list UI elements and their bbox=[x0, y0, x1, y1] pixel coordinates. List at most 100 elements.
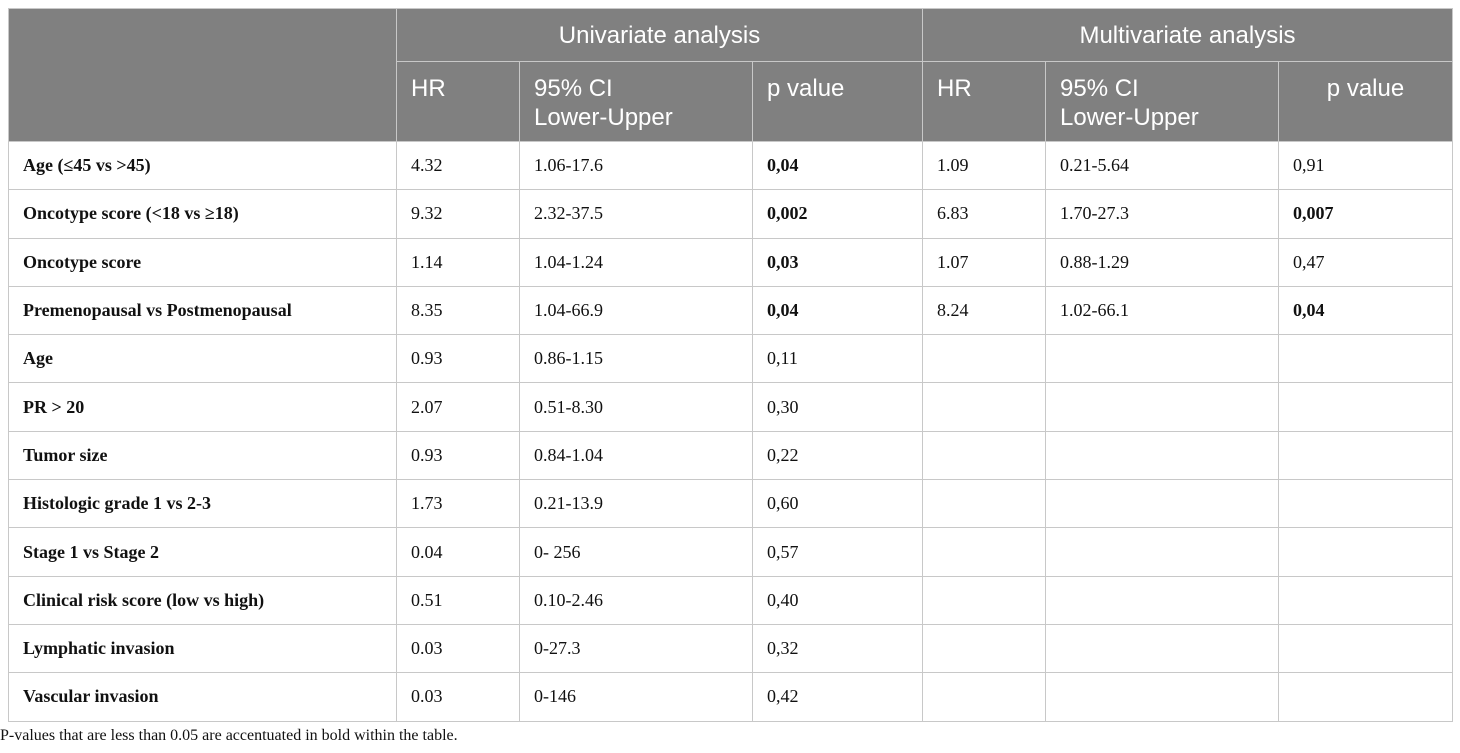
table-cell: 0.21-13.9 bbox=[519, 479, 753, 529]
table-row: PR > 20 2.07 0.51-8.30 0,30 bbox=[8, 382, 1453, 432]
table-row: Age (≤45 vs >45) 4.32 1.06-17.6 0,04 1.09 0.2… bbox=[8, 140, 1453, 191]
table-cell: 6.83 bbox=[922, 189, 1046, 239]
table-row: Lymphatic invasion 0.03 0-27.3 0,32 bbox=[8, 623, 1453, 674]
table-cell: 1.06-17.6 bbox=[519, 140, 753, 191]
table-cell: 0,60 bbox=[752, 479, 923, 529]
table-cell: 1.04-66.9 bbox=[519, 285, 753, 336]
column-header: HR bbox=[396, 61, 520, 142]
group-header: Univariate analysis bbox=[396, 8, 923, 62]
table-cell: 0,04 bbox=[752, 140, 923, 191]
empty-cell bbox=[922, 623, 1046, 674]
empty-cell bbox=[1045, 527, 1279, 577]
results-table: Univariate analysis Multivariate analysis… bbox=[8, 8, 1453, 722]
empty-cell bbox=[1278, 334, 1453, 384]
table-cell: 2.32-37.5 bbox=[519, 189, 753, 239]
table-cell: 0,007 bbox=[1278, 189, 1453, 239]
table-cell: 0.93 bbox=[396, 334, 520, 384]
empty-cell bbox=[922, 430, 1046, 481]
table-cell: 0,42 bbox=[752, 672, 923, 722]
empty-cell bbox=[1045, 672, 1279, 722]
table-row: Oncotype score (<18 vs ≥18) 9.32 2.32-37.5… bbox=[8, 189, 1453, 239]
table-cell: 1.09 bbox=[922, 140, 1046, 191]
table-cell: 1.04-1.24 bbox=[519, 237, 753, 287]
table-row: Histologic grade 1 vs 2-3 1.73 0.21-13.9 0,… bbox=[8, 479, 1453, 529]
table-cell: 0.03 bbox=[396, 672, 520, 722]
table-cell: 4.32 bbox=[396, 140, 520, 191]
table-cell: 0,40 bbox=[752, 575, 923, 625]
footnote: P-values that are less than 0.05 are acc… bbox=[0, 727, 458, 744]
table-cell: 0.88-1.29 bbox=[1045, 237, 1279, 287]
row-label: Age (≤45 vs >45) bbox=[8, 140, 397, 191]
table-row: Stage 1 vs Stage 2 0.04 0- 256 0,57 bbox=[8, 527, 1453, 577]
table-cell: 0.93 bbox=[396, 430, 520, 481]
column-header: p value bbox=[1278, 61, 1453, 142]
table-cell: 0.51 bbox=[396, 575, 520, 625]
column-header: p value bbox=[752, 61, 923, 142]
row-label: Histologic grade 1 vs 2-3 bbox=[8, 479, 397, 529]
table-cell: 0.03 bbox=[396, 623, 520, 674]
empty-cell bbox=[922, 382, 1046, 432]
table-cell: 0.86-1.15 bbox=[519, 334, 753, 384]
column-header: 95% CI Lower-Upper bbox=[519, 61, 753, 142]
empty-cell bbox=[922, 672, 1046, 722]
row-label: Clinical risk score (low vs high) bbox=[8, 575, 397, 625]
table-cell: 1.02-66.1 bbox=[1045, 285, 1279, 336]
table-cell: 0,57 bbox=[752, 527, 923, 577]
table-cell: 8.24 bbox=[922, 285, 1046, 336]
table-cell: 0,11 bbox=[752, 334, 923, 384]
table-cell: 0,32 bbox=[752, 623, 923, 674]
table-cell: 0.84-1.04 bbox=[519, 430, 753, 481]
table-cell: 0-27.3 bbox=[519, 623, 753, 674]
row-label: Stage 1 vs Stage 2 bbox=[8, 527, 397, 577]
row-label: Premenopausal vs Postmenopausal bbox=[8, 285, 397, 336]
empty-cell bbox=[1278, 672, 1453, 722]
table-cell: 9.32 bbox=[396, 189, 520, 239]
column-header: HR bbox=[922, 61, 1046, 142]
empty-cell bbox=[1045, 334, 1279, 384]
table-cell: 1.07 bbox=[922, 237, 1046, 287]
empty-cell bbox=[1045, 623, 1279, 674]
column-header: 95% CI Lower-Upper bbox=[1045, 61, 1279, 142]
table-row: Vascular invasion 0.03 0-146 0,42 bbox=[8, 672, 1453, 722]
table-cell: 0-146 bbox=[519, 672, 753, 722]
row-label: Tumor size bbox=[8, 430, 397, 481]
empty-cell bbox=[1278, 382, 1453, 432]
empty-cell bbox=[1045, 382, 1279, 432]
row-label: Oncotype score bbox=[8, 237, 397, 287]
empty-cell bbox=[922, 334, 1046, 384]
empty-cell bbox=[1278, 575, 1453, 625]
row-label: Age bbox=[8, 334, 397, 384]
table-cell: 1.73 bbox=[396, 479, 520, 529]
table-row: Clinical risk score (low vs high) 0.51 0.1… bbox=[8, 575, 1453, 625]
table-header: Univariate analysis Multivariate analysis… bbox=[8, 8, 1453, 142]
empty-cell bbox=[1278, 527, 1453, 577]
table-row: Tumor size 0.93 0.84-1.04 0,22 bbox=[8, 430, 1453, 481]
table-cell: 2.07 bbox=[396, 382, 520, 432]
table-cell: 0,91 bbox=[1278, 140, 1453, 191]
table-cell: 0.04 bbox=[396, 527, 520, 577]
empty-cell bbox=[1045, 575, 1279, 625]
table-cell: 0,47 bbox=[1278, 237, 1453, 287]
table-cell: 0.51-8.30 bbox=[519, 382, 753, 432]
table-cell: 0- 256 bbox=[519, 527, 753, 577]
table-cell: 0,03 bbox=[752, 237, 923, 287]
empty-cell bbox=[922, 479, 1046, 529]
empty-cell bbox=[922, 527, 1046, 577]
corner-cell bbox=[8, 8, 397, 142]
table-row: Oncotype score 1.14 1.04-1.24 0,03 1.07 0.88-… bbox=[8, 237, 1453, 287]
sub-header-row: HR 95% CI Lower-Upper p value HR 95% CI Lowe… bbox=[9, 61, 1453, 142]
group-header-row: Univariate analysis Multivariate analysis bbox=[8, 8, 1453, 142]
empty-cell bbox=[1045, 479, 1279, 529]
empty-cell bbox=[1278, 479, 1453, 529]
group-header: Multivariate analysis bbox=[922, 8, 1453, 62]
table-cell: 0,002 bbox=[752, 189, 923, 239]
empty-cell bbox=[1045, 430, 1279, 481]
table-row: Premenopausal vs Postmenopausal 8.35 1.04-… bbox=[8, 285, 1453, 336]
table-cell: 1.70-27.3 bbox=[1045, 189, 1279, 239]
row-label: Lymphatic invasion bbox=[8, 623, 397, 674]
table-cell: 0,04 bbox=[752, 285, 923, 336]
empty-cell bbox=[1278, 430, 1453, 481]
table-cell: 0.21-5.64 bbox=[1045, 140, 1279, 191]
table-cell: 0,30 bbox=[752, 382, 923, 432]
empty-cell bbox=[1278, 623, 1453, 674]
